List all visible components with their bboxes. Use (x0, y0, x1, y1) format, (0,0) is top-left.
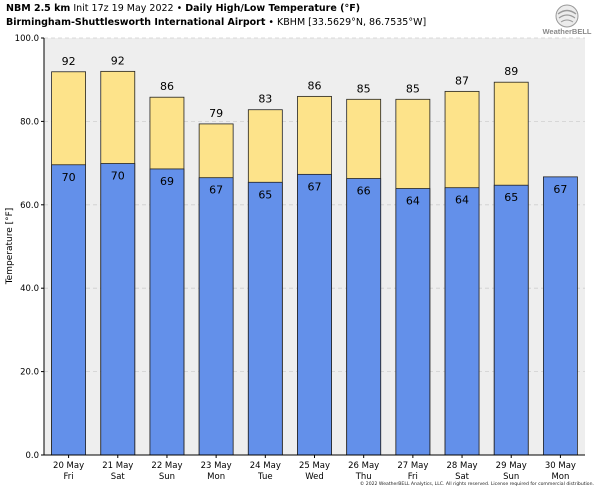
high-temp-label: 92 (62, 55, 76, 68)
high-temp-label: 89 (504, 65, 518, 78)
low-temp-label: 66 (357, 185, 371, 198)
low-temp-bar (149, 168, 185, 456)
chart-header-line-1: NBM 2.5 km Init 17z 19 May 2022 • Daily … (6, 3, 360, 14)
low-temp-bar (297, 173, 332, 456)
high-temp-label: 85 (406, 82, 420, 95)
high-temp-label: 87 (455, 74, 469, 87)
y-tick-label: 20.0 (20, 368, 39, 378)
high-temp-label: 79 (209, 107, 223, 120)
x-tick-day: Sun (503, 472, 519, 482)
chart-title: Daily High/Low Temperature (°F) (185, 3, 361, 14)
y-tick-label: 80.0 (20, 117, 39, 127)
low-temp-bar (198, 177, 234, 456)
low-temp-bar (493, 184, 529, 456)
x-tick-day: Sun (159, 472, 175, 482)
x-tick-date: 30 May (545, 461, 576, 471)
low-temp-label: 67 (553, 183, 567, 196)
x-tick-day: Sat (455, 472, 470, 482)
low-temp-label: 65 (258, 188, 272, 201)
high-temp-label: 86 (160, 80, 174, 93)
x-tick-date: 22 May (151, 461, 182, 471)
y-tick-label: 60.0 (20, 201, 39, 211)
x-tick-date: 27 May (397, 461, 428, 471)
init-time: Init 17z 19 May 2022 (73, 3, 174, 14)
x-tick-day: Thu (355, 472, 372, 482)
x-tick-date: 28 May (446, 461, 477, 471)
x-tick-day: Sat (111, 472, 126, 482)
bar-layer (51, 70, 578, 456)
station-id: KBHM (277, 17, 306, 28)
x-tick-date: 25 May (299, 461, 330, 471)
y-axis-label: Temperature [°F] (5, 208, 15, 286)
x-tick-date: 20 May (53, 461, 84, 471)
low-temp-bar (543, 176, 578, 456)
logo-wordmark: WeatherBELL (542, 27, 591, 36)
weatherbell-logo: WeatherBELL (542, 4, 592, 36)
x-tick-date: 24 May (250, 461, 281, 471)
x-tick-date: 23 May (201, 461, 232, 471)
chart-header-line-2: Birmingham-Shuttlesworth International A… (6, 17, 426, 28)
x-tick-day: Fri (64, 472, 74, 482)
low-temp-label: 70 (111, 170, 125, 183)
low-temp-bar (444, 187, 480, 456)
x-tick-day: Tue (257, 472, 273, 482)
station-name: Birmingham-Shuttlesworth International A… (6, 17, 266, 28)
high-temp-label: 92 (111, 54, 125, 67)
low-temp-bar (51, 164, 86, 456)
low-temp-bar (247, 181, 283, 456)
low-temp-bar (100, 163, 136, 456)
low-temp-bar (395, 188, 431, 456)
x-tick-date: 21 May (102, 461, 133, 471)
low-temp-bar (346, 178, 382, 456)
label-layer: 92 70 92 70 86 69 79 67 83 65 86 67 85 66 85 64 87 64 89 65… (62, 54, 568, 207)
high-temp-label: 86 (308, 79, 322, 92)
bullet-separator-2: • (268, 17, 275, 28)
station-coords: [33.5629°N, 86.7535°W] (308, 17, 427, 28)
y-tick-label: 0.0 (25, 451, 39, 461)
bullet-separator: • (176, 3, 183, 14)
y-tick-label: 100.0 (15, 34, 39, 44)
low-temp-label: 64 (406, 195, 420, 208)
low-temp-label: 70 (62, 171, 76, 184)
globe-swirl-icon (555, 4, 579, 28)
low-temp-label: 65 (504, 191, 518, 204)
x-tick-day: Mon (551, 472, 569, 482)
x-tick-date: 26 May (348, 461, 379, 471)
high-temp-label: 83 (258, 93, 272, 106)
high-temp-label: 85 (357, 82, 371, 95)
x-tick-date: 29 May (496, 461, 527, 471)
low-temp-label: 69 (160, 175, 174, 188)
x-tick-day: Wed (305, 472, 324, 482)
x-tick-day: Fri (408, 472, 418, 482)
low-temp-label: 67 (209, 184, 223, 197)
low-temp-label: 64 (455, 194, 469, 207)
model-name: NBM 2.5 km (6, 3, 71, 14)
y-tick-label: 40.0 (20, 284, 39, 294)
x-tick-day: Mon (207, 472, 225, 482)
low-temp-label: 67 (308, 180, 322, 193)
copyright-notice: © 2022 WeatherBELL Analytics, LLC. All r… (359, 482, 594, 487)
